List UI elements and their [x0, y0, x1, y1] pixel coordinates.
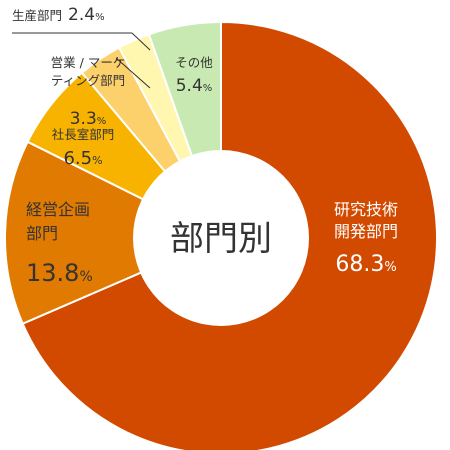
pie-slice-1	[4, 140, 224, 326]
slice-label-line: 営業 / マーケ	[51, 55, 126, 70]
slice-value: 5.4	[176, 76, 203, 96]
slice-label-3: 営業 / マーケティング部門 3.3%	[51, 55, 126, 129]
slice-value: 6.5	[63, 148, 92, 169]
slice-value: 2.4	[68, 5, 95, 25]
slice-label-1: 経営企画部門 13.8%	[26, 200, 93, 287]
slice-value: 3.3	[70, 109, 97, 129]
donut-hole	[133, 150, 309, 326]
slice-label-4: 生産部門 2.4%	[12, 5, 105, 25]
slice-label-line: 経営企画	[26, 200, 90, 219]
leader-line-sales	[115, 57, 151, 89]
slice-label-line: 研究技術	[334, 200, 398, 219]
slice-label-0: 研究技術開発部門 68.3%	[334, 200, 398, 277]
slice-value: 68.3	[335, 252, 384, 277]
leader-line-production-tick	[131, 32, 151, 51]
slice-label-2: 社長室部門 6.5%	[52, 127, 115, 169]
slice-unit: %	[92, 154, 102, 167]
slice-label-line: その他	[175, 55, 213, 70]
slice-label-line: 開発部門	[334, 222, 398, 241]
center-label: 部門別	[170, 219, 272, 259]
slice-unit: %	[97, 116, 107, 127]
slice-unit: %	[384, 260, 396, 275]
slice-labels: 研究技術開発部門 68.3%経営企画部門 13.8%社長室部門 6.5%営業 / マー…	[12, 5, 398, 287]
slice-unit: %	[95, 12, 105, 23]
slice-label-line: 生産部門	[12, 8, 62, 23]
slice-label-line: 部門	[26, 224, 58, 243]
slice-unit: %	[203, 83, 213, 94]
slice-unit: %	[79, 269, 92, 285]
slice-label-line: 社長室部門	[52, 127, 115, 142]
slice-label-line: ティング部門	[51, 73, 125, 88]
slice-label-5: その他 5.4%	[175, 55, 213, 96]
slice-value: 13.8	[26, 259, 79, 287]
